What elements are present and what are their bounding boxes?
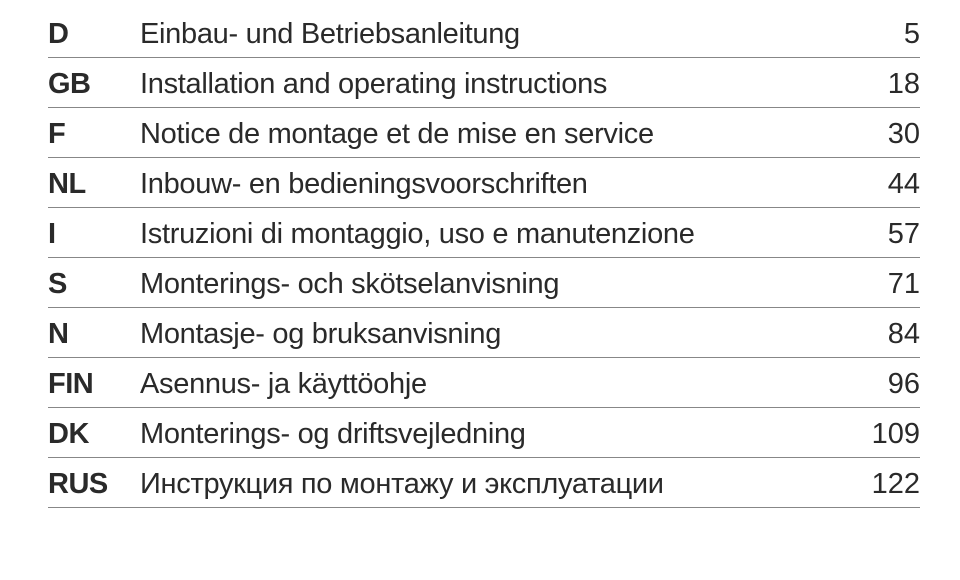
page-number: 122 [872, 468, 920, 501]
doc-title: Monterings- och skötselanvisning [140, 268, 888, 301]
page-number: 96 [888, 368, 920, 401]
toc-row: NL Inbouw- en bedieningsvoorschriften 44 [48, 168, 920, 208]
lang-code: RUS [48, 468, 140, 501]
page-number: 18 [888, 68, 920, 101]
doc-title: Installation and operating instructions [140, 68, 888, 101]
page-number: 30 [888, 118, 920, 151]
doc-title: Asennus- ja käyttöohje [140, 368, 888, 401]
lang-code: D [48, 18, 140, 51]
lang-code: I [48, 218, 140, 251]
page-number: 109 [872, 418, 920, 451]
toc-row: FIN Asennus- ja käyttöohje 96 [48, 368, 920, 408]
page-number: 84 [888, 318, 920, 351]
toc-row: S Monterings- och skötselanvisning 71 [48, 268, 920, 308]
lang-code: FIN [48, 368, 140, 401]
page-number: 44 [888, 168, 920, 201]
doc-title: Инструкция по монтажу и эксплуатации [140, 468, 872, 501]
toc-row: RUS Инструкция по монтажу и эксплуатации… [48, 468, 920, 508]
doc-title: Notice de montage et de mise en service [140, 118, 888, 151]
lang-code: S [48, 268, 140, 301]
doc-title: Montasje- og bruksanvisning [140, 318, 888, 351]
page-number: 5 [904, 18, 920, 51]
doc-title: Einbau- und Betriebsanleitung [140, 18, 904, 51]
doc-title: Inbouw- en bedieningsvoorschriften [140, 168, 888, 201]
page-number: 71 [888, 268, 920, 301]
toc-row: F Notice de montage et de mise en servic… [48, 118, 920, 158]
doc-title: Istruzioni di montaggio, uso e manutenzi… [140, 218, 888, 251]
lang-code: NL [48, 168, 140, 201]
toc-row: DK Monterings- og driftsvejledning 109 [48, 418, 920, 458]
lang-code: F [48, 118, 140, 151]
lang-code: DK [48, 418, 140, 451]
lang-code: N [48, 318, 140, 351]
toc-row: N Montasje- og bruksanvisning 84 [48, 318, 920, 358]
page-number: 57 [888, 218, 920, 251]
toc-row: I Istruzioni di montaggio, uso e manuten… [48, 218, 920, 258]
toc-row: GB Installation and operating instructio… [48, 68, 920, 108]
toc-row: D Einbau- und Betriebsanleitung 5 [48, 18, 920, 58]
lang-code: GB [48, 68, 140, 101]
doc-title: Monterings- og driftsvejledning [140, 418, 872, 451]
toc-table: D Einbau- und Betriebsanleitung 5 GB Ins… [48, 18, 920, 508]
